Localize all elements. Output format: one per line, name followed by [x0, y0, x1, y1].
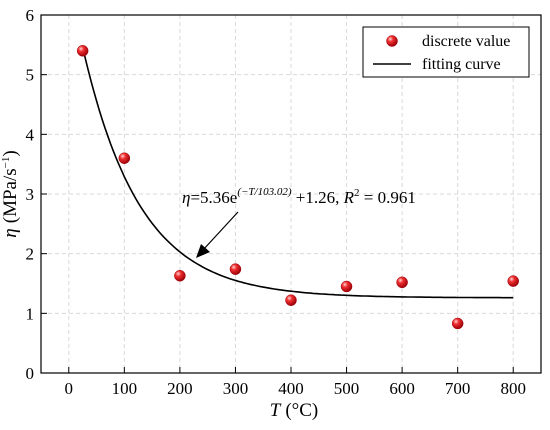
eq-tail: +1.26, [292, 188, 344, 207]
y-axis-var: η [0, 228, 21, 237]
y-axis-unit-close: ) [0, 150, 21, 156]
legend: discrete value fitting curve [362, 26, 530, 78]
x-axis-title: T (°C) [270, 400, 319, 421]
x-tick-label: 700 [445, 379, 471, 398]
annotation-arrow [196, 211, 239, 258]
x-ticks: 0 100 200 300 400 500 600 700 800 [65, 367, 526, 398]
x-tick-label: 0 [65, 379, 74, 398]
annotation-arrow-head [196, 244, 210, 258]
y-tick-label: 3 [26, 185, 35, 204]
eq-r2-sup: 2 [354, 187, 360, 199]
eq-r2-var: R [343, 188, 355, 207]
x-tick-label: 500 [334, 379, 360, 398]
data-point [285, 294, 297, 306]
y-tick-label: 2 [26, 245, 35, 264]
x-tick-label: 800 [500, 379, 526, 398]
legend-box [362, 26, 530, 78]
x-tick-label: 200 [167, 379, 193, 398]
data-point [118, 152, 131, 164]
data-point [507, 275, 519, 287]
y-axis-unit-sup: −1 [0, 157, 12, 169]
data-point [451, 317, 464, 330]
x-tick-label: 300 [223, 379, 249, 398]
x-tick-label: 100 [112, 379, 138, 398]
y-axis-unit: (MPa/s [0, 168, 21, 223]
legend-label-fitting: fitting curve [422, 56, 501, 73]
eq-exp: (−T/103.02) [237, 186, 292, 198]
data-point [174, 269, 186, 282]
fit-equation: η=5.36e(−T/103.02) +1.26, R2 = 0.961 [182, 186, 416, 207]
eq-eta: η [182, 188, 190, 207]
data-point [229, 263, 242, 275]
legend-marker-discrete [386, 35, 398, 47]
legend-label-discrete: discrete value [422, 33, 510, 50]
fitting-curve [81, 46, 514, 299]
points-layer [76, 45, 519, 330]
eq-main: =5.36e [190, 188, 237, 207]
y-tick-label: 4 [26, 125, 35, 144]
annotation-arrow-shaft [202, 211, 239, 251]
eq-r2-value: = 0.961 [360, 188, 416, 207]
y-ticks: 0 1 2 3 4 5 6 [26, 6, 47, 383]
y-tick-label: 5 [26, 66, 35, 85]
x-tick-label: 400 [278, 379, 304, 398]
x-tick-label: 600 [389, 379, 415, 398]
data-point [396, 276, 408, 289]
data-point [76, 45, 89, 57]
fit-curve-layer [81, 46, 514, 299]
y-tick-label: 1 [26, 304, 35, 323]
x-axis-unit: (°C) [285, 400, 318, 421]
data-point [340, 280, 353, 293]
legend-marker-ball [386, 35, 398, 47]
y-tick-label: 0 [26, 364, 35, 383]
y-axis-title: η (MPa/s−1) [0, 150, 21, 237]
y-tick-label: 6 [26, 6, 35, 25]
x-axis-var: T [270, 400, 282, 421]
